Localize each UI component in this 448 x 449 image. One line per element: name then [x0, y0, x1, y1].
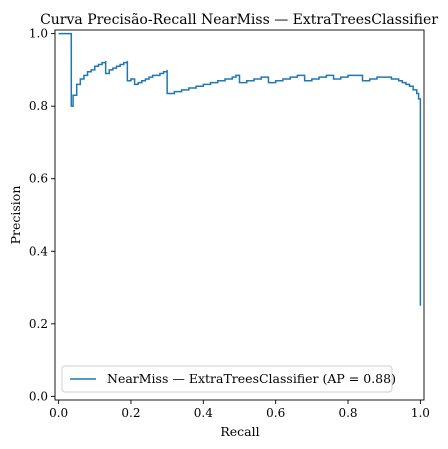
- series-layer: [58, 32, 422, 306]
- precision-recall-curve: [58, 32, 422, 306]
- x-tick-label: 0.2: [121, 406, 140, 420]
- plot-frame: [54, 29, 425, 401]
- x-tick-label: 0.4: [194, 406, 213, 420]
- y-axis-label: Precision: [8, 186, 23, 245]
- x-tick-label: 1.0: [411, 406, 430, 420]
- y-tick-label: 0.4: [29, 244, 48, 258]
- legend: NearMiss — ExtraTreesClassifier (AP = 0.…: [61, 365, 396, 393]
- y-tick-label: 0.2: [29, 317, 48, 331]
- y-tick-label: 0.8: [29, 99, 48, 113]
- y-tick-label: 1.0: [29, 27, 48, 41]
- x-tick-label: 0.0: [49, 406, 68, 420]
- x-tick-label: 0.8: [338, 406, 357, 420]
- x-axis-ticks: 0.0 0.2 0.4 0.6 0.8 1.0: [49, 400, 430, 420]
- y-tick-label: 0.6: [29, 172, 48, 186]
- y-axis-ticks: 0.0 0.2 0.4 0.6 0.8 1.0: [29, 27, 55, 403]
- chart-title: Curva Precisão-Recall NearMiss — ExtraTr…: [40, 12, 438, 28]
- x-axis-label: Recall: [220, 424, 259, 439]
- legend-box: [61, 365, 393, 393]
- legend-label: NearMiss — ExtraTreesClassifier (AP = 0.…: [107, 371, 396, 386]
- x-tick-label: 0.6: [266, 406, 285, 420]
- y-tick-label: 0.0: [29, 389, 48, 403]
